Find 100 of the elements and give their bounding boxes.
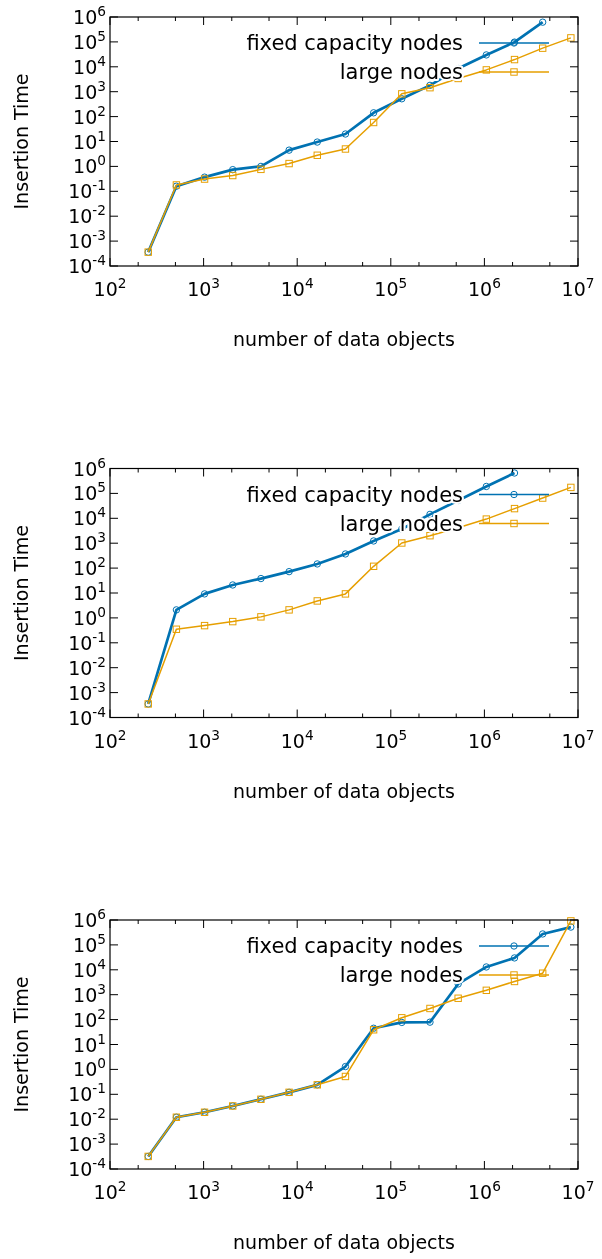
point bbox=[398, 539, 406, 547]
x-tick-label: 10$^{5}$ bbox=[374, 726, 408, 752]
point bbox=[482, 515, 491, 523]
point bbox=[398, 95, 406, 103]
point bbox=[229, 581, 237, 589]
point bbox=[313, 151, 321, 159]
point bbox=[426, 1018, 434, 1026]
point bbox=[510, 504, 519, 513]
legend-label: fixed capacity nodes bbox=[246, 31, 463, 55]
point bbox=[567, 917, 575, 925]
point bbox=[313, 597, 321, 605]
x-tick-label: 10$^{2}$ bbox=[93, 726, 127, 752]
y-tick-label: 10$^{-2}$ bbox=[68, 202, 106, 228]
point bbox=[369, 537, 378, 545]
x-tick-label: 10$^{6}$ bbox=[467, 726, 501, 752]
x-tick-label: 10$^{4}$ bbox=[280, 1178, 314, 1203]
x-tick-label: 10$^{6}$ bbox=[467, 275, 501, 300]
point bbox=[538, 969, 547, 977]
point bbox=[200, 621, 209, 630]
point bbox=[172, 625, 181, 633]
point bbox=[369, 562, 378, 571]
y-tick-label: 10$^{-3}$ bbox=[68, 678, 106, 704]
point bbox=[200, 590, 209, 598]
point bbox=[285, 146, 293, 154]
y-tick-label: 10$^{4}$ bbox=[73, 955, 106, 981]
point bbox=[341, 1062, 350, 1071]
x-axis-title: number of data objects bbox=[233, 328, 455, 350]
y-tick-label: 10$^{-3}$ bbox=[68, 227, 106, 253]
legend-label: fixed capacity nodes bbox=[246, 934, 463, 958]
y-tick-label: 10$^{-1}$ bbox=[68, 177, 106, 203]
point bbox=[285, 606, 293, 614]
point bbox=[285, 159, 293, 168]
y-axis-title: Insertion Time bbox=[10, 525, 32, 661]
point bbox=[313, 138, 321, 146]
x-axis-title: number of data objects bbox=[233, 779, 455, 802]
x-tick-label: 10$^{4}$ bbox=[280, 726, 314, 752]
point bbox=[538, 930, 547, 938]
point bbox=[426, 1004, 434, 1013]
y-tick-label: 10$^{6}$ bbox=[73, 3, 106, 28]
y-axis-title: Insertion Time bbox=[10, 976, 32, 1113]
y-tick-label: 10$^{0}$ bbox=[73, 152, 106, 178]
point bbox=[567, 483, 575, 492]
point bbox=[510, 954, 519, 962]
legend-label: fixed capacity nodes bbox=[246, 482, 463, 507]
y-tick-label: 10$^{-3}$ bbox=[68, 1130, 106, 1156]
x-tick-label: 10$^{3}$ bbox=[187, 1178, 221, 1203]
y-axis-title: Insertion Time bbox=[10, 73, 32, 210]
point bbox=[341, 550, 350, 558]
point bbox=[341, 1072, 350, 1081]
y-tick-label: 10$^{5}$ bbox=[73, 479, 106, 505]
x-tick-label: 10$^{5}$ bbox=[374, 1178, 408, 1203]
y-tick-label: 10$^{-4}$ bbox=[68, 252, 106, 277]
point bbox=[567, 34, 575, 42]
y-tick-label: 10$^{1}$ bbox=[73, 1030, 106, 1056]
point bbox=[229, 171, 237, 180]
y-tick-label: 10$^{-1}$ bbox=[68, 628, 106, 654]
point bbox=[482, 51, 491, 59]
y-tick-label: 10$^{0}$ bbox=[73, 1055, 106, 1081]
legend-label: large nodes bbox=[339, 963, 463, 987]
point bbox=[510, 977, 519, 986]
point bbox=[510, 55, 519, 64]
point bbox=[454, 994, 462, 1002]
point bbox=[229, 617, 237, 626]
x-tick-label: 10$^{4}$ bbox=[280, 275, 314, 300]
point bbox=[538, 18, 547, 26]
x-axis-title: number of data objects bbox=[233, 1231, 455, 1253]
point bbox=[482, 66, 491, 74]
point bbox=[313, 560, 321, 568]
x-tick-label: 10$^{5}$ bbox=[374, 275, 408, 300]
point bbox=[482, 482, 491, 491]
point bbox=[369, 118, 378, 127]
y-tick-label: 10$^{1}$ bbox=[73, 579, 106, 604]
y-tick-label: 10$^{-4}$ bbox=[68, 1155, 106, 1180]
y-tick-label: 10$^{5}$ bbox=[73, 27, 106, 53]
x-tick-label: 10$^{6}$ bbox=[467, 1178, 501, 1203]
point bbox=[229, 165, 237, 174]
point bbox=[510, 38, 519, 46]
point bbox=[482, 986, 491, 995]
point bbox=[257, 574, 265, 583]
point bbox=[510, 469, 519, 477]
point bbox=[341, 130, 350, 138]
y-tick-label: 10$^{6}$ bbox=[73, 454, 106, 480]
point bbox=[538, 44, 547, 52]
y-tick-label: 10$^{-2}$ bbox=[68, 653, 106, 679]
point bbox=[398, 1014, 406, 1022]
point bbox=[285, 567, 293, 576]
y-tick-label: 10$^{0}$ bbox=[73, 603, 106, 629]
x-tick-label: 10$^{7}$ bbox=[561, 1178, 595, 1203]
point bbox=[172, 606, 181, 614]
point bbox=[341, 590, 350, 598]
x-tick-label: 10$^{3}$ bbox=[187, 275, 221, 300]
y-tick-label: 10$^{-1}$ bbox=[68, 1080, 106, 1106]
y-tick-label: 10$^{4}$ bbox=[73, 504, 106, 530]
y-tick-label: 10$^{-4}$ bbox=[68, 703, 106, 729]
point bbox=[482, 963, 491, 971]
y-tick-label: 10$^{2}$ bbox=[73, 102, 106, 128]
y-tick-label: 10$^{6}$ bbox=[73, 906, 106, 931]
y-tick-label: 10$^{-2}$ bbox=[68, 1105, 106, 1131]
x-tick-label: 10$^{2}$ bbox=[93, 275, 127, 300]
y-tick-label: 10$^{3}$ bbox=[73, 980, 106, 1006]
